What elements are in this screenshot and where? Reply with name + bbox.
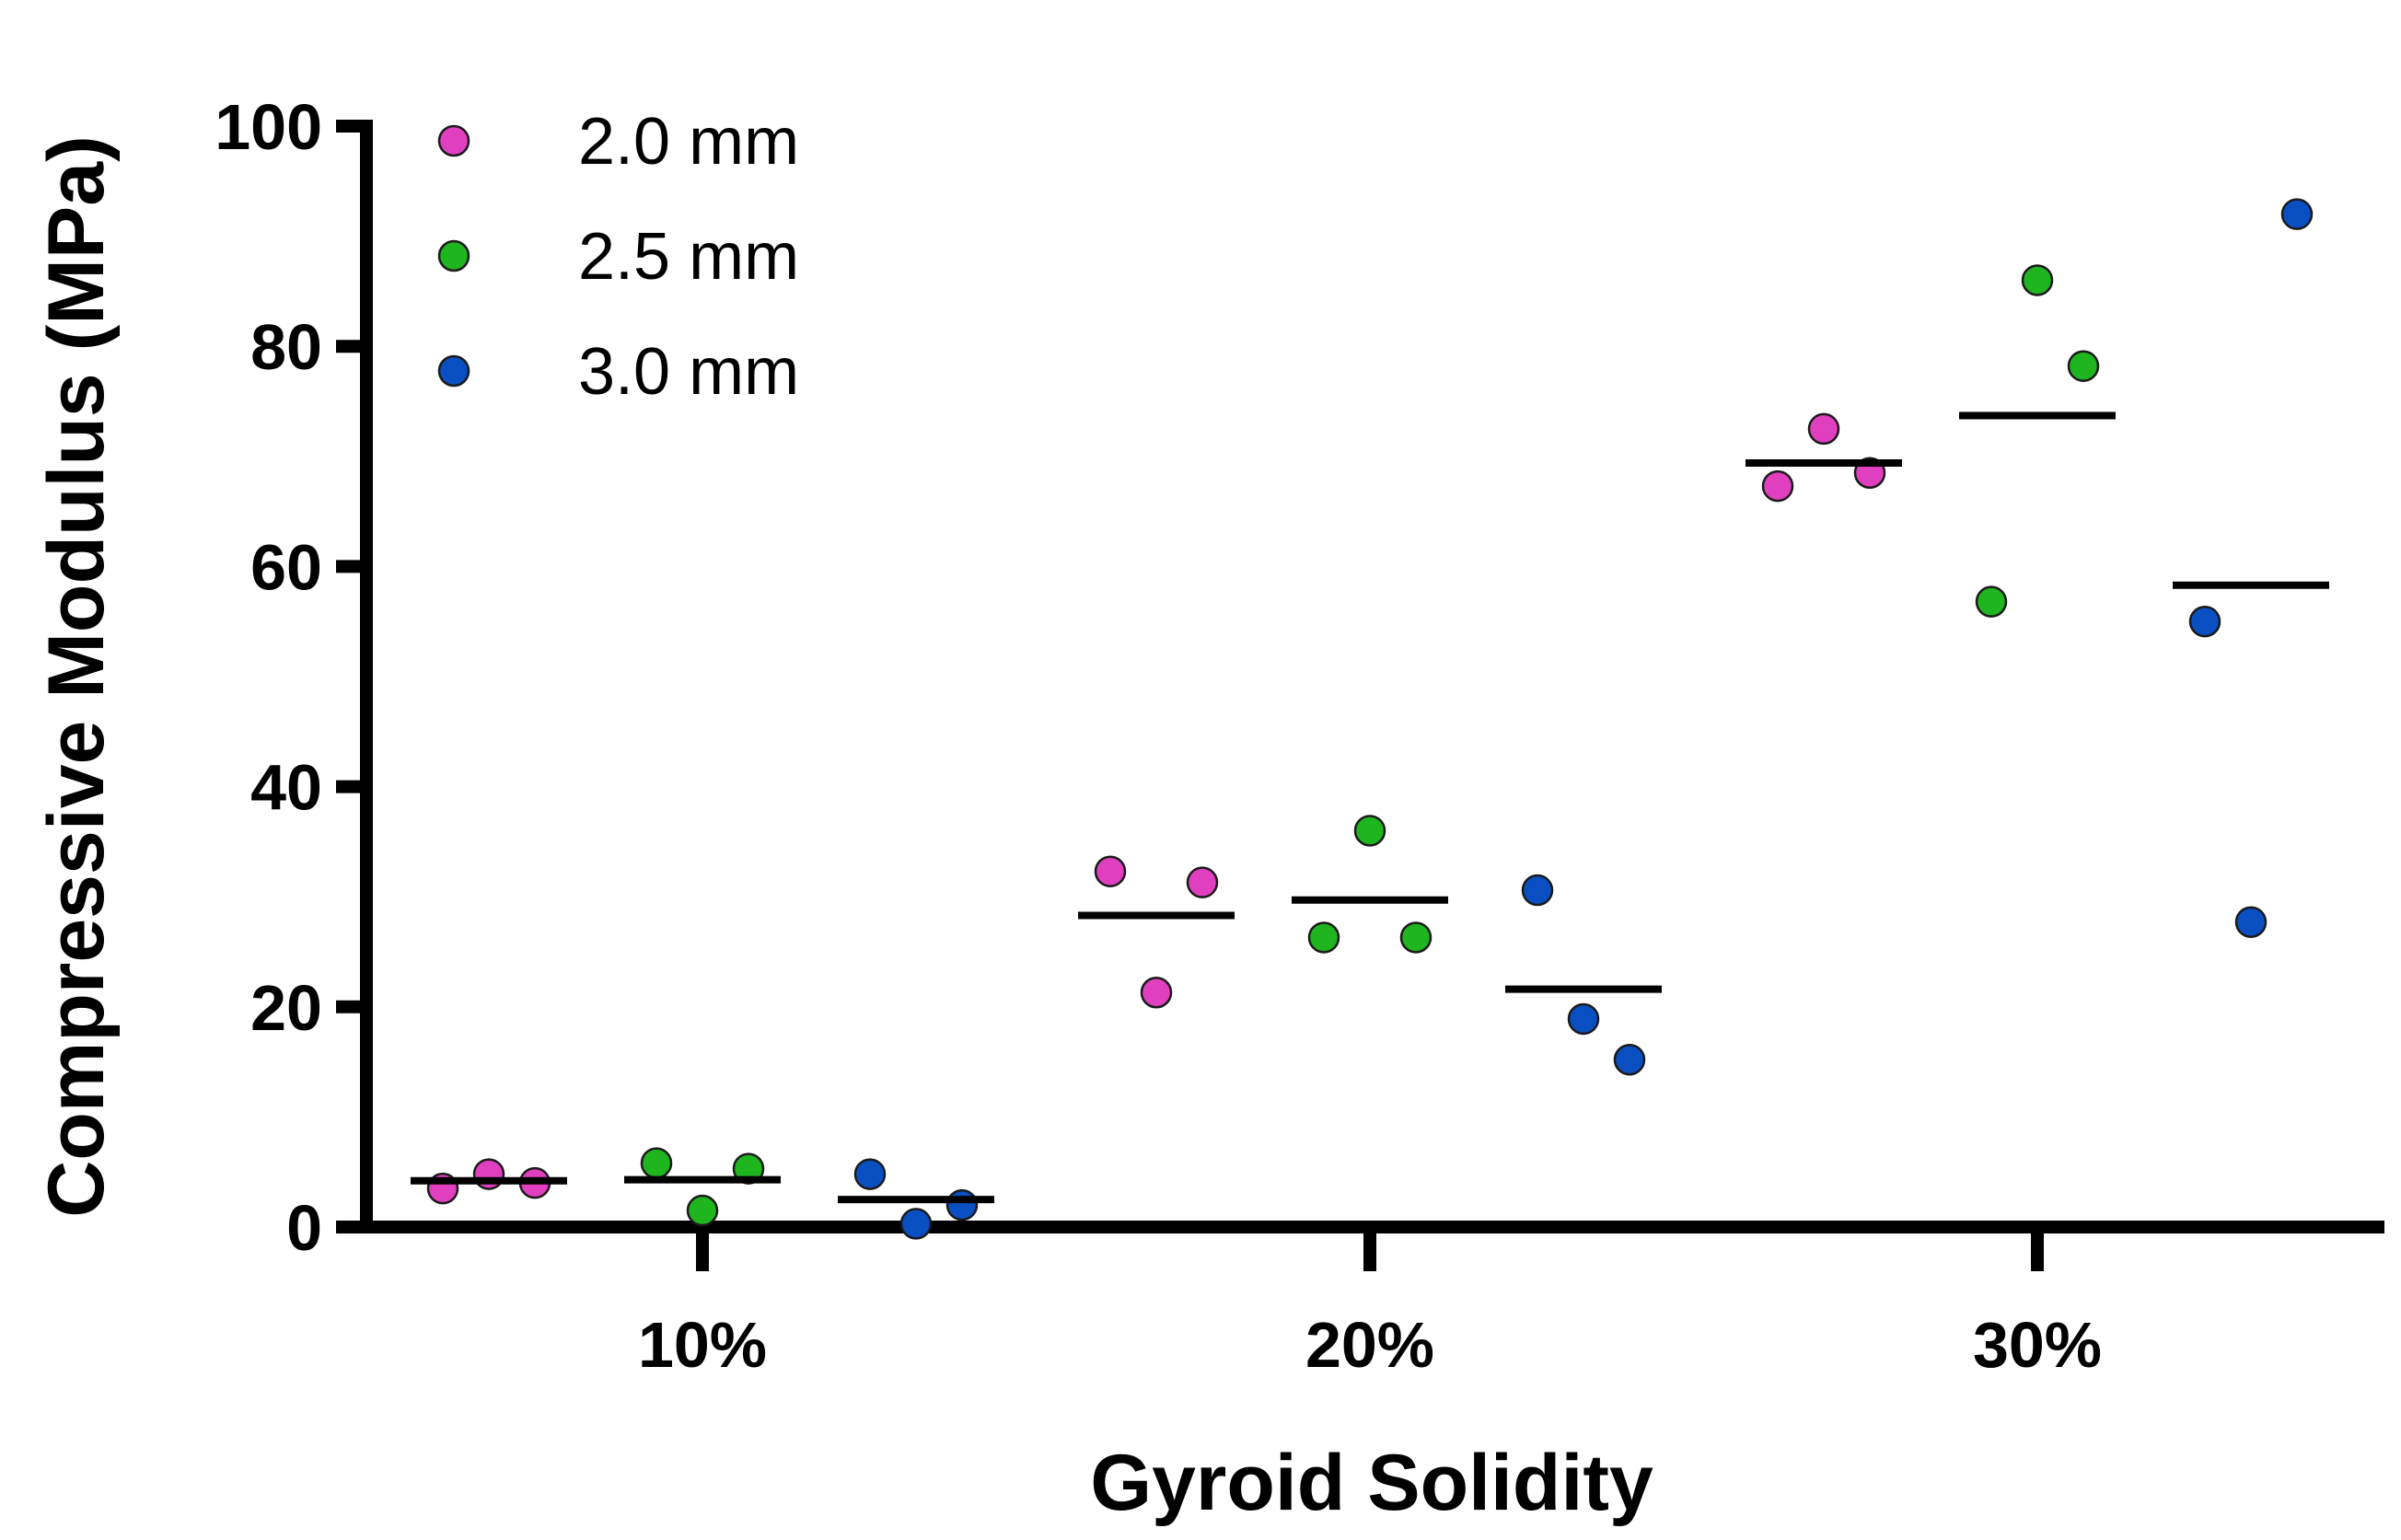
data-point bbox=[1567, 1002, 1600, 1036]
data-point bbox=[640, 1147, 673, 1179]
y-tick-label: 20 bbox=[250, 972, 322, 1044]
data-point bbox=[945, 1188, 979, 1222]
legend-label: 2.5 mm bbox=[578, 220, 799, 294]
data-point bbox=[1399, 921, 1432, 954]
y-tick-label: 40 bbox=[250, 752, 322, 824]
data-point bbox=[2234, 906, 2268, 938]
data-point bbox=[1140, 977, 1173, 1009]
y-axis-title: Compressive Modulus (MPa) bbox=[32, 135, 121, 1218]
y-axis-ticks: 0 20 40 60 80 100 bbox=[215, 91, 366, 1264]
legend-label: 3.0 mm bbox=[578, 335, 799, 409]
legend: 2.0 mm 2.5 mm 3.0 mm bbox=[437, 105, 799, 409]
data-point bbox=[1353, 815, 1386, 847]
data-point bbox=[1761, 469, 1794, 503]
x-tick-label: 20% bbox=[1305, 1309, 1434, 1381]
legend-marker bbox=[437, 239, 470, 272]
data-point bbox=[1307, 921, 1340, 954]
data-point bbox=[1975, 585, 2008, 618]
y-tick-label: 80 bbox=[250, 311, 322, 383]
data-point bbox=[2067, 350, 2100, 382]
data-point bbox=[1807, 412, 1840, 446]
x-axis-ticks: 10% 20% 30% bbox=[638, 1227, 2102, 1381]
x-axis-title: Gyroid Solidity bbox=[1090, 1439, 1653, 1527]
data-point bbox=[899, 1208, 933, 1240]
y-tick-label: 60 bbox=[250, 531, 322, 603]
data-point bbox=[2280, 198, 2314, 230]
data-point bbox=[853, 1158, 887, 1190]
data-point bbox=[1094, 855, 1127, 887]
legend-marker bbox=[437, 354, 470, 388]
data-point bbox=[686, 1194, 719, 1227]
data-point bbox=[2188, 605, 2221, 638]
data-marks bbox=[411, 198, 2329, 1240]
data-point bbox=[1613, 1043, 1646, 1076]
data-point bbox=[1521, 874, 1554, 907]
x-tick-label: 30% bbox=[1973, 1309, 2102, 1381]
legend-marker bbox=[437, 124, 470, 157]
y-tick-label: 100 bbox=[215, 91, 322, 163]
data-point bbox=[2021, 264, 2054, 296]
data-point bbox=[472, 1158, 505, 1190]
data-point bbox=[1186, 866, 1219, 898]
legend-label: 2.0 mm bbox=[578, 105, 799, 179]
x-tick-label: 10% bbox=[638, 1309, 767, 1381]
y-tick-label: 0 bbox=[286, 1192, 322, 1264]
